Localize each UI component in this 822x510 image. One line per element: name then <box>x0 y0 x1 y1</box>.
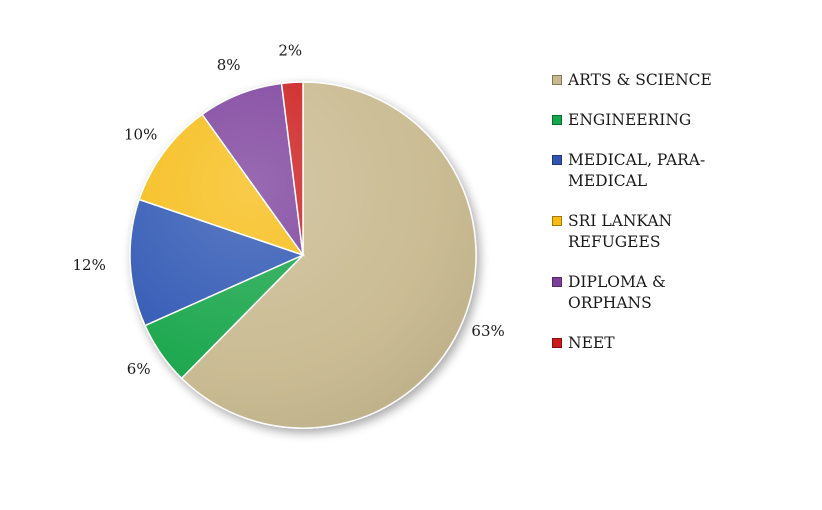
legend-item-sri-lankan-refugees: SRI LANKAN REFUGEES <box>552 211 812 253</box>
pct-label-sri-lankan-refugees: 10% <box>124 126 157 144</box>
legend-swatch <box>552 277 562 287</box>
pie-slices <box>129 81 477 429</box>
legend-item-diploma-orphans: DIPLOMA & ORPHANS <box>552 272 812 314</box>
legend-label: NEET <box>568 334 615 352</box>
legend-label: SRI LANKAN REFUGEES <box>568 212 673 251</box>
legend-label: DIPLOMA & ORPHANS <box>568 273 666 312</box>
legend: ARTS & SCIENCE ENGINEERING MEDICAL, PARA- … <box>552 70 812 373</box>
legend-swatch <box>552 216 562 226</box>
pct-label-medical-para-medical: 12% <box>73 256 106 274</box>
legend-swatch <box>552 115 562 125</box>
legend-item-engineering: ENGINEERING <box>552 110 812 131</box>
pct-label-neet: 2% <box>278 41 302 59</box>
pct-label-diploma-orphans: 8% <box>217 56 241 74</box>
legend-item-arts-science: ARTS & SCIENCE <box>552 70 812 91</box>
legend-label: ENGINEERING <box>568 111 692 129</box>
legend-swatch <box>552 155 562 165</box>
pct-label-engineering: 6% <box>127 360 151 378</box>
legend-label: MEDICAL, PARA- MEDICAL <box>568 151 706 190</box>
percentage-labels: 63% 6% 12% 10% 8% 2% <box>73 41 505 378</box>
legend-swatch <box>552 338 562 348</box>
legend-item-medical-para-medical: MEDICAL, PARA- MEDICAL <box>552 150 812 192</box>
pct-label-arts-science: 63% <box>471 322 504 340</box>
legend-item-neet: NEET <box>552 333 812 354</box>
legend-swatch <box>552 75 562 85</box>
legend-label: ARTS & SCIENCE <box>568 71 712 89</box>
